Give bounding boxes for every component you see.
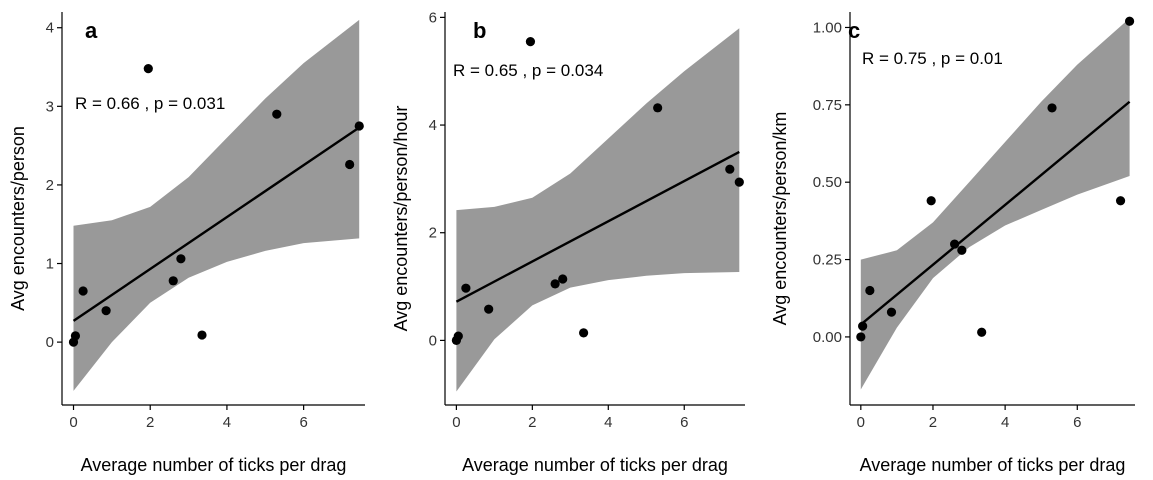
- annotation-separator: ,: [518, 61, 532, 80]
- r-value: R = 0.66: [75, 94, 140, 113]
- data-point-7: [579, 328, 589, 338]
- y-tick-label-3: 0.75: [813, 97, 842, 114]
- data-point-1: [70, 331, 81, 341]
- y-tick-label-2: 0.50: [813, 174, 842, 191]
- x-tick-label-3: 6: [680, 414, 688, 431]
- y-tick-label-0: 0: [46, 334, 54, 351]
- x-tick-label-0: 0: [857, 414, 865, 431]
- data-point-8: [653, 103, 663, 113]
- y-axis-title: Avg encounters/person: [8, 126, 28, 311]
- panel-letter: b: [473, 18, 486, 43]
- data-point-10: [1124, 16, 1135, 26]
- data-point-3: [101, 306, 111, 316]
- y-tick-label-0: 0.00: [813, 329, 842, 346]
- panel-letter: a: [85, 18, 98, 43]
- y-tick-label-2: 2: [46, 177, 54, 194]
- x-tick-label-2: 4: [223, 414, 231, 431]
- y-axis-title: Avg encounters/person/km: [770, 112, 790, 326]
- p-value: p = 0.034: [532, 61, 603, 80]
- x-tick-label-2: 4: [604, 414, 612, 431]
- x-tick-label-2: 4: [1001, 414, 1009, 431]
- correlation-annotation: R = 0.65 , p = 0.034: [453, 61, 603, 80]
- data-point-5: [550, 279, 560, 289]
- data-point-9: [1115, 196, 1126, 206]
- x-axis-title: Average number of ticks per drag: [81, 455, 347, 475]
- panel-a: 0 2 4 6 0 1 2 3 4 Average number of ticks per dra…: [8, 12, 365, 475]
- confidence-band: [456, 28, 740, 392]
- confidence-band: [860, 18, 1130, 390]
- data-point-9: [345, 159, 355, 170]
- p-value: p = 0.01: [941, 49, 1003, 68]
- data-point-1: [453, 331, 463, 341]
- r-value: R = 0.75: [862, 49, 927, 68]
- y-tick-label-4: 1.00: [813, 19, 842, 36]
- panel-letter: c: [848, 18, 860, 43]
- data-point-4: [143, 63, 153, 74]
- data-point-5: [950, 239, 960, 249]
- data-point-6: [558, 274, 568, 284]
- x-axis-title: Average number of ticks per drag: [860, 455, 1126, 475]
- data-point-8: [272, 109, 282, 119]
- y-tick-label-2: 4: [429, 117, 437, 134]
- y-tick-label-3: 6: [429, 9, 437, 26]
- data-point-4: [525, 37, 536, 47]
- confidence-band: [73, 19, 360, 391]
- x-tick-label-3: 6: [299, 414, 307, 431]
- correlation-annotation: R = 0.75 , p = 0.01: [862, 49, 1003, 68]
- r-value: R = 0.65: [453, 61, 518, 80]
- annotation-separator: ,: [927, 49, 941, 68]
- y-tick-label-3: 3: [46, 98, 54, 115]
- data-point-7: [197, 330, 207, 340]
- p-value: p = 0.031: [154, 94, 225, 113]
- panel-b: 0 2 4 6 0 2 4 6 Average number of ticks per drag…: [391, 9, 745, 475]
- data-point-9: [725, 164, 735, 174]
- regression-line: [72, 126, 360, 322]
- data-point-0: [856, 332, 866, 342]
- data-point-3: [886, 307, 897, 317]
- annotation-separator: ,: [140, 94, 154, 113]
- data-point-10: [354, 121, 364, 131]
- regression-line: [455, 150, 740, 303]
- data-point-6: [957, 245, 967, 255]
- y-tick-label-0: 0: [429, 332, 437, 349]
- y-tick-label-4: 4: [46, 20, 54, 37]
- x-tick-label-0: 0: [452, 414, 460, 431]
- y-tick-label-1: 1: [46, 256, 54, 273]
- y-tick-label-1: 2: [429, 225, 437, 242]
- data-point-3: [484, 304, 494, 314]
- x-tick-label-0: 0: [69, 414, 77, 431]
- x-tick-label-1: 2: [528, 414, 536, 431]
- data-point-6: [176, 254, 186, 264]
- x-tick-label-1: 2: [146, 414, 154, 431]
- data-point-4: [926, 196, 936, 206]
- data-point-7: [977, 327, 987, 337]
- data-point-8: [1047, 103, 1057, 113]
- data-point-5: [168, 276, 178, 286]
- y-tick-label-1: 0.25: [813, 252, 842, 269]
- x-tick-label-3: 6: [1073, 414, 1081, 431]
- data-point-1: [858, 321, 868, 331]
- panel-c: 0 2 4 6 0.00 0.25 0.50 0.75 1.00 Average number o…: [770, 12, 1135, 475]
- x-tick-label-1: 2: [929, 414, 937, 431]
- y-axis-title: Avg encounters/person/hour: [391, 106, 411, 332]
- data-point-10: [734, 177, 744, 187]
- data-point-2: [78, 286, 88, 296]
- x-axis-title: Average number of ticks per drag: [462, 455, 728, 475]
- regression-line: [860, 100, 1131, 326]
- data-point-2: [461, 283, 471, 293]
- data-point-2: [865, 285, 875, 296]
- correlation-annotation: R = 0.66 , p = 0.031: [75, 94, 225, 113]
